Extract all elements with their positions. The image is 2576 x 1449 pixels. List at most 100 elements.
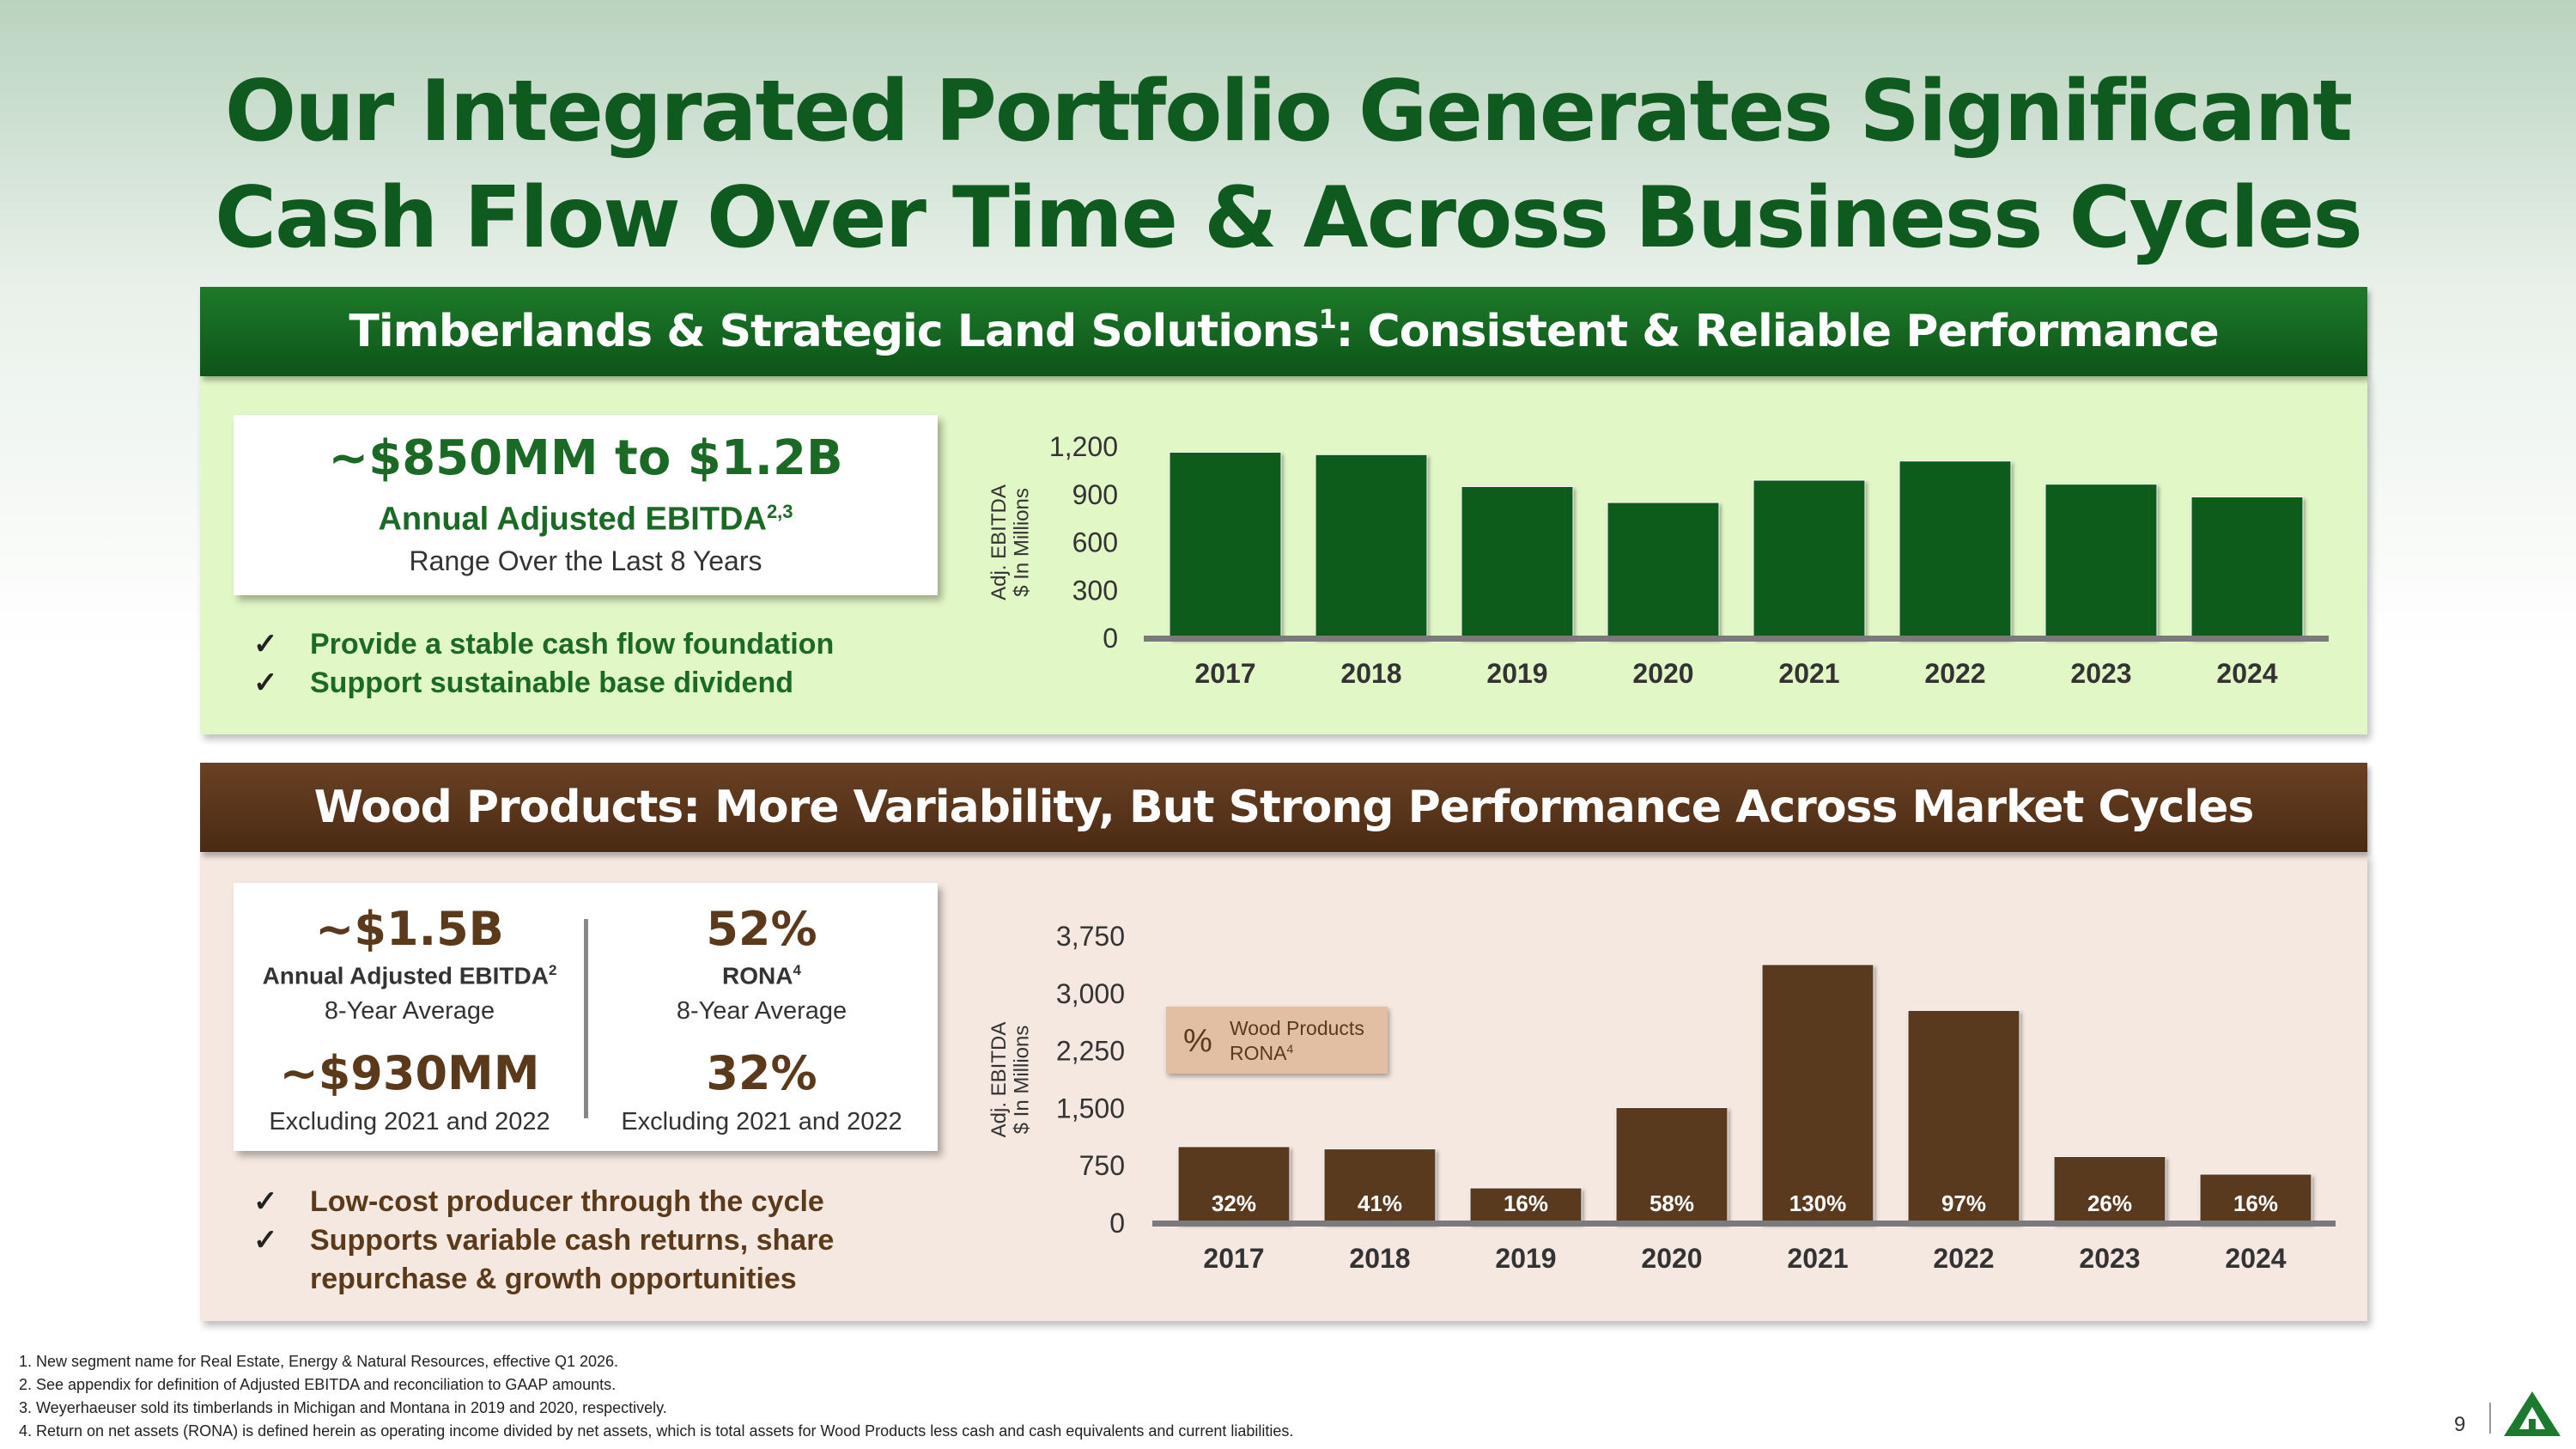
wood-legend-text-2: RONA4	[1230, 1042, 1293, 1064]
timberlands-y-tick-label: 900	[1072, 479, 1118, 510]
timberlands-y-tick-label: 600	[1072, 527, 1118, 558]
card-divider	[584, 919, 588, 1118]
wood-ebitda-sup: 2	[548, 962, 557, 978]
wood-data-label: 16%	[1504, 1190, 1548, 1216]
wood-legend-text: Wood Products	[1230, 1017, 1364, 1039]
wood-legend-symbol: %	[1183, 1023, 1212, 1059]
wood-y-tick-label: 3,750	[1056, 921, 1125, 952]
wood-data-label: 26%	[2087, 1190, 2132, 1216]
check-text: Low-cost producer through the cycle	[310, 1185, 824, 1218]
wood-bar	[1761, 964, 1874, 1224]
wood-data-label: 58%	[1649, 1190, 1694, 1216]
timberlands-header: Timberlands & Strategic Land Solutions 1:…	[200, 287, 2367, 376]
timberlands-bar	[1169, 452, 1282, 639]
wood-data-label: 16%	[2233, 1190, 2278, 1216]
timberlands-x-axis-line	[1144, 636, 2329, 642]
check-icon: ✓	[253, 1224, 278, 1257]
timberlands-bar	[1315, 454, 1428, 639]
list-item: ✓ Provide a stable cash flow foundation	[253, 625, 834, 664]
company-logo-icon	[2504, 1391, 2561, 1436]
list-item: repurchase & growth opportunities	[253, 1260, 834, 1299]
wood-bar	[1907, 1009, 2020, 1224]
page-number-divider	[2489, 1403, 2491, 1434]
wood-x-tick-label: 2023	[2079, 1243, 2140, 1274]
wood-rona-excl-note: Excluding 2021 and 2022	[621, 1108, 902, 1135]
wood-ebitda-label-text: Annual Adjusted EBITDA	[262, 962, 549, 989]
timberlands-ebitda-card: ~$850MM to $1.2B Annual Adjusted EBITDA2…	[234, 415, 938, 595]
wood-x-tick-label: 2021	[1787, 1243, 1848, 1274]
list-item: ✓ Support sustainable base dividend	[253, 664, 834, 703]
wood-data-label: 97%	[1941, 1190, 1986, 1216]
wood-data-label: 41%	[1358, 1190, 1402, 1216]
list-item: ✓ Low-cost producer through the cycle	[253, 1183, 834, 1221]
check-icon: ✓	[253, 1185, 278, 1218]
timberlands-header-post: : Consistent & Reliable Performance	[1335, 306, 2220, 357]
wood-y-tick-label: 3,000	[1056, 978, 1125, 1009]
wood-ebitda-excl-note: Excluding 2021 and 2022	[269, 1108, 550, 1135]
footnote-3: 3. Weyerhaeuser sold its timberlands in …	[19, 1399, 667, 1416]
timberlands-y-axis-title: Adj. EBITDA$ In Millions	[987, 484, 1033, 600]
wood-rona-sup: 4	[793, 962, 801, 978]
wood-ebitda-excl-value: ~$930MM	[279, 1046, 540, 1100]
timberlands-x-tick-label: 2020	[1632, 658, 1693, 689]
wood-bar	[1615, 1107, 1728, 1224]
wood-bar	[1177, 1146, 1291, 1224]
wood-products-ebitda-chart: Adj. EBITDA$ In Millions 0 750 1,500 2,250 3,…	[987, 921, 2336, 1274]
timberlands-ebitda-value: ~$850MM to $1.2B	[328, 430, 843, 486]
wood-bar	[2053, 1156, 2166, 1224]
check-text: Provide a stable cash flow foundation	[310, 628, 835, 661]
wood-data-label: 130%	[1789, 1190, 1847, 1216]
wood-ebitda-label: Annual Adjusted EBITDA2	[234, 962, 586, 989]
timberlands-bar	[2190, 496, 2304, 639]
footnotes: 1. New segment name for Real Estate, Ene…	[19, 1350, 1293, 1443]
check-text: repurchase & growth opportunities	[310, 1263, 797, 1295]
timberlands-y-tick-label: 1,200	[1049, 431, 1118, 462]
footnote-2: 2. See appendix for definition of Adjust…	[19, 1376, 617, 1393]
page-number: 9	[2454, 1413, 2466, 1436]
wood-bar	[1469, 1187, 1583, 1224]
wood-x-tick-label: 2024	[2225, 1243, 2286, 1274]
timberlands-header-pre: Timberlands & Strategic Land Solutions	[349, 306, 1319, 357]
timberlands-y-tick-label: 0	[1103, 623, 1118, 654]
check-icon: ✓	[253, 667, 278, 699]
timberlands-checklist: ✓ Provide a stable cash flow foundation ✓…	[253, 625, 834, 703]
timberlands-bar	[1899, 460, 2012, 639]
wood-y-tick-label: 0	[1109, 1208, 1125, 1239]
wood-y-tick-label: 1,500	[1056, 1093, 1125, 1123]
wood-x-tick-label: 2018	[1349, 1243, 1410, 1274]
timberlands-x-tick-label: 2022	[1924, 658, 1985, 689]
wood-bar	[1323, 1148, 1437, 1224]
wood-rona-excl-value: 32%	[706, 1046, 817, 1100]
wood-legend-box	[1166, 1007, 1388, 1074]
timberlands-x-tick-label: 2018	[1340, 658, 1401, 689]
timberlands-ebitda-note: Range Over the Last 8 Years	[409, 545, 762, 576]
wood-rona-label-text: RONA	[722, 962, 793, 989]
wood-bar	[2199, 1173, 2312, 1224]
timberlands-x-tick-label: 2023	[2070, 658, 2131, 689]
check-text: Support sustainable base dividend	[310, 667, 793, 699]
wood-y-tick-label: 2,250	[1056, 1036, 1125, 1067]
wood-ebitda-note: 8-Year Average	[324, 997, 495, 1025]
title-line-1: Our Integrated Portfolio Generates Signi…	[224, 63, 2353, 161]
timberlands-x-tick-label: 2021	[1778, 658, 1839, 689]
wood-products-metrics-card: ~$1.5B Annual Adjusted EBITDA2 8-Year Av…	[234, 883, 938, 1151]
wood-x-tick-label: 2017	[1203, 1243, 1264, 1274]
footnote-4: 4. Return on net assets (RONA) is define…	[19, 1422, 1294, 1440]
timberlands-bar	[1461, 485, 1574, 639]
wood-rona-note: 8-Year Average	[676, 997, 848, 1025]
check-icon: ✓	[253, 628, 278, 661]
timberlands-bar	[1607, 502, 1720, 639]
timberlands-ebitda-label-text: Annual Adjusted EBITDA	[378, 501, 767, 538]
wood-products-header: Wood Products: More Variability, But Str…	[200, 763, 2367, 852]
wood-y-axis-title: Adj. EBITDA$ In Millions	[987, 1022, 1033, 1138]
timberlands-y-tick-label: 300	[1072, 575, 1118, 606]
timberlands-x-tick-label: 2017	[1194, 658, 1255, 689]
title-line-2: Cash Flow Over Time & Across Business Cy…	[215, 169, 2363, 267]
timberlands-bar	[1753, 479, 1866, 639]
timberlands-header-sup: 1	[1318, 304, 1337, 335]
list-item: ✓ Supports variable cash returns, share	[253, 1221, 834, 1260]
timberlands-ebitda-label: Annual Adjusted EBITDA2,3	[234, 501, 938, 539]
footnote-1: 1. New segment name for Real Estate, Ene…	[19, 1353, 619, 1370]
wood-x-axis-line	[1152, 1221, 2336, 1227]
timberlands-x-tick-label: 2019	[1486, 658, 1547, 689]
